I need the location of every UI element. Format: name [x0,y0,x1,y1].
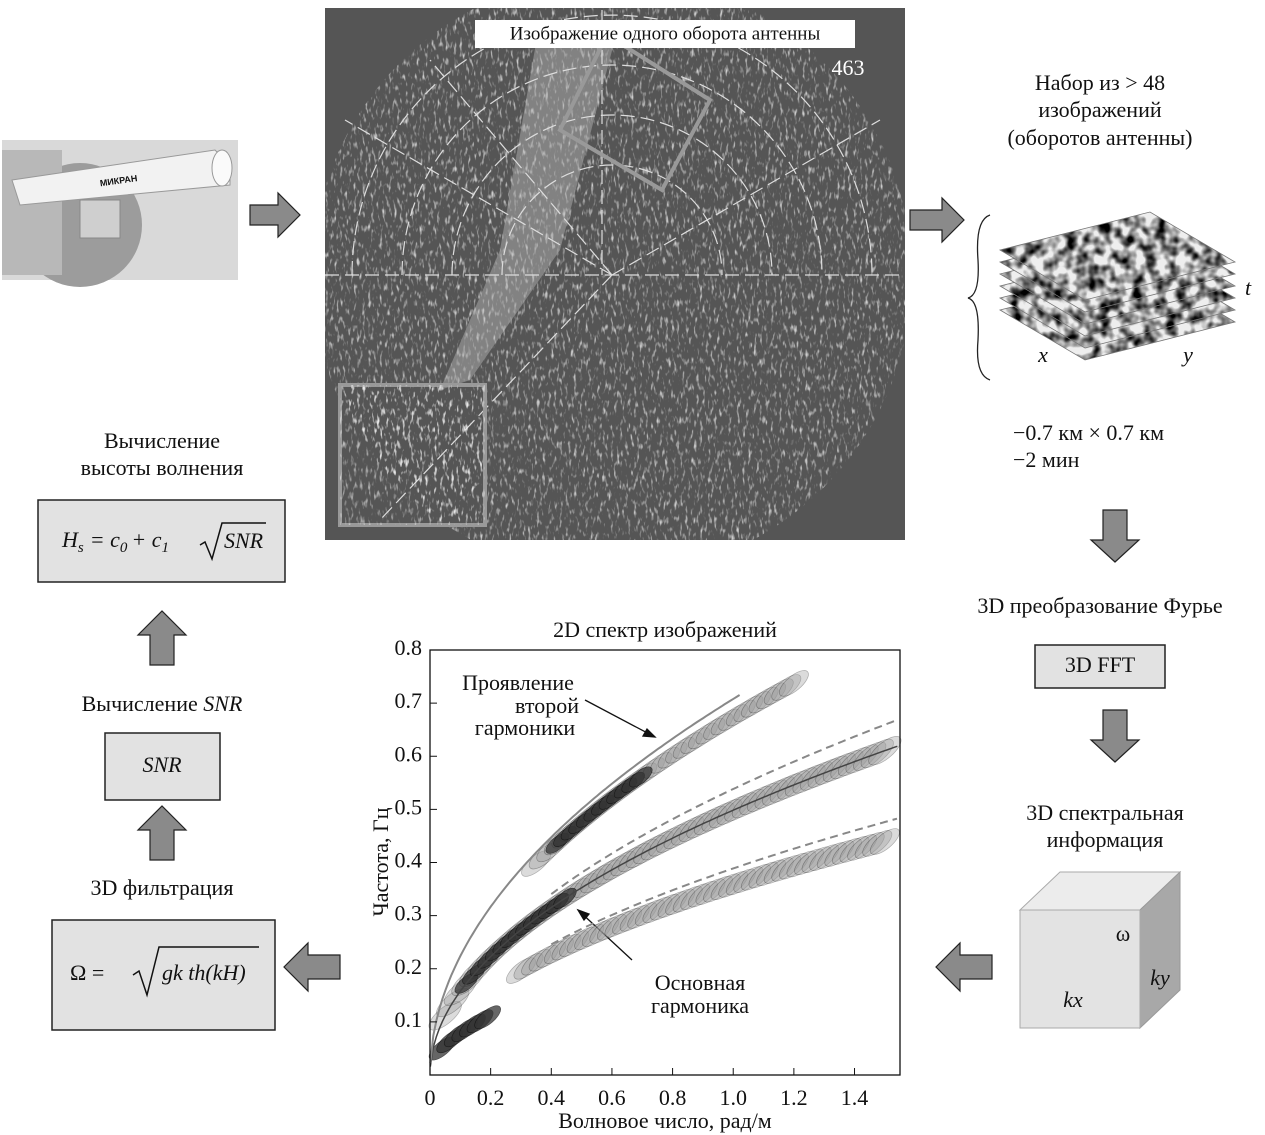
annotation: Основная [655,970,745,995]
x-tick-label: 1.0 [719,1085,747,1110]
axis-t: t [1245,275,1252,300]
arrow-down [1091,510,1139,562]
x-axis-label: Волновое число, рад/м [558,1108,772,1133]
formula-lhs: Ω = [70,960,104,985]
y-tick-label: 0.8 [395,635,423,660]
x-tick-label: 0 [425,1085,436,1110]
height-caption: Вычисление [104,428,220,453]
f: 0 [120,540,128,556]
hs-formula: Hs = c0+ c1 [61,527,169,556]
arrow-right [910,198,964,242]
fft-caption: 3D преобразование Фурье [977,593,1222,618]
spectral-caption: 3D спектральная [1026,800,1184,825]
plot-title: 2D спектр изображений [553,617,777,642]
snr-caption: Вычисление SNR [82,691,243,716]
f: = c [90,527,120,552]
frame-number: 463 [832,55,865,80]
cube-omega: ω [1116,921,1130,946]
f: s [78,540,84,556]
antenna-photo: МИКРАН [2,140,238,287]
stack-caption: изображений [1038,97,1162,122]
brace [968,215,990,380]
radar-image-title: Изображение одного оборота антенны [510,23,821,44]
annotation: Проявление [462,670,574,695]
x-tick-label: 0.8 [659,1085,687,1110]
annotation: гармоники [475,715,576,740]
x-tick-label: 1.4 [841,1085,869,1110]
y-tick-label: 0.5 [395,794,423,819]
x-tick-label: 0.6 [598,1085,626,1110]
spectral-caption: информация [1047,827,1164,852]
y-tick-label: 0.6 [395,741,423,766]
arrow-right [250,193,300,237]
stack-caption: Набор из > 48 [1035,70,1165,95]
x-tick-label: 0.2 [477,1085,505,1110]
axis-x: x [1037,342,1048,367]
arrow-left [284,943,340,991]
filtering-caption: 3D фильтрация [91,875,234,900]
f: H [61,527,79,552]
y-tick-label: 0.1 [395,1007,423,1032]
spectrum-plot: 2D спектр изображений Волновое число, ра… [368,617,905,1133]
f: 1 [161,540,169,556]
radar-image: Изображение одного оборота антенны 463 [325,8,905,540]
f: + c [131,527,161,552]
x-tick-label: 0.4 [538,1085,566,1110]
snr-caption-abbr: SNR [203,691,243,716]
stack-caption: (оборотов антенны) [1007,125,1192,150]
arrow-left [936,943,992,991]
x-tick-label: 1.2 [780,1085,808,1110]
formula-radicand: gk th(kH) [162,960,246,985]
stack-note: −2 мин [1013,447,1080,472]
arrow-down [1091,710,1139,762]
annotation: гармоника [651,993,749,1018]
y-tick-label: 0.3 [395,901,423,926]
hs-radicand: SNR [224,528,264,553]
cube-kx: kx [1063,987,1083,1012]
y-axis-label: Частота, Гц [368,807,393,916]
cube [1020,872,1180,1028]
height-caption: высоты волнения [81,455,244,480]
diagram: МИКРАН Изображение одного оборота антенн… [0,0,1265,1135]
fft-box-label: 3D FFT [1065,652,1136,677]
snr-caption-text: Вычисление [82,691,204,716]
arrow-up [138,806,186,860]
axis-y: y [1181,342,1193,367]
y-tick-label: 0.7 [395,688,423,713]
y-tick-label: 0.2 [395,954,423,979]
arrow-up [138,611,186,665]
image-stack [1000,212,1235,362]
stack-note: −0.7 км × 0.7 км [1013,420,1164,445]
cube-ky: ky [1150,965,1170,990]
snr-box-label: SNR [142,752,182,777]
y-tick-label: 0.4 [395,848,423,873]
